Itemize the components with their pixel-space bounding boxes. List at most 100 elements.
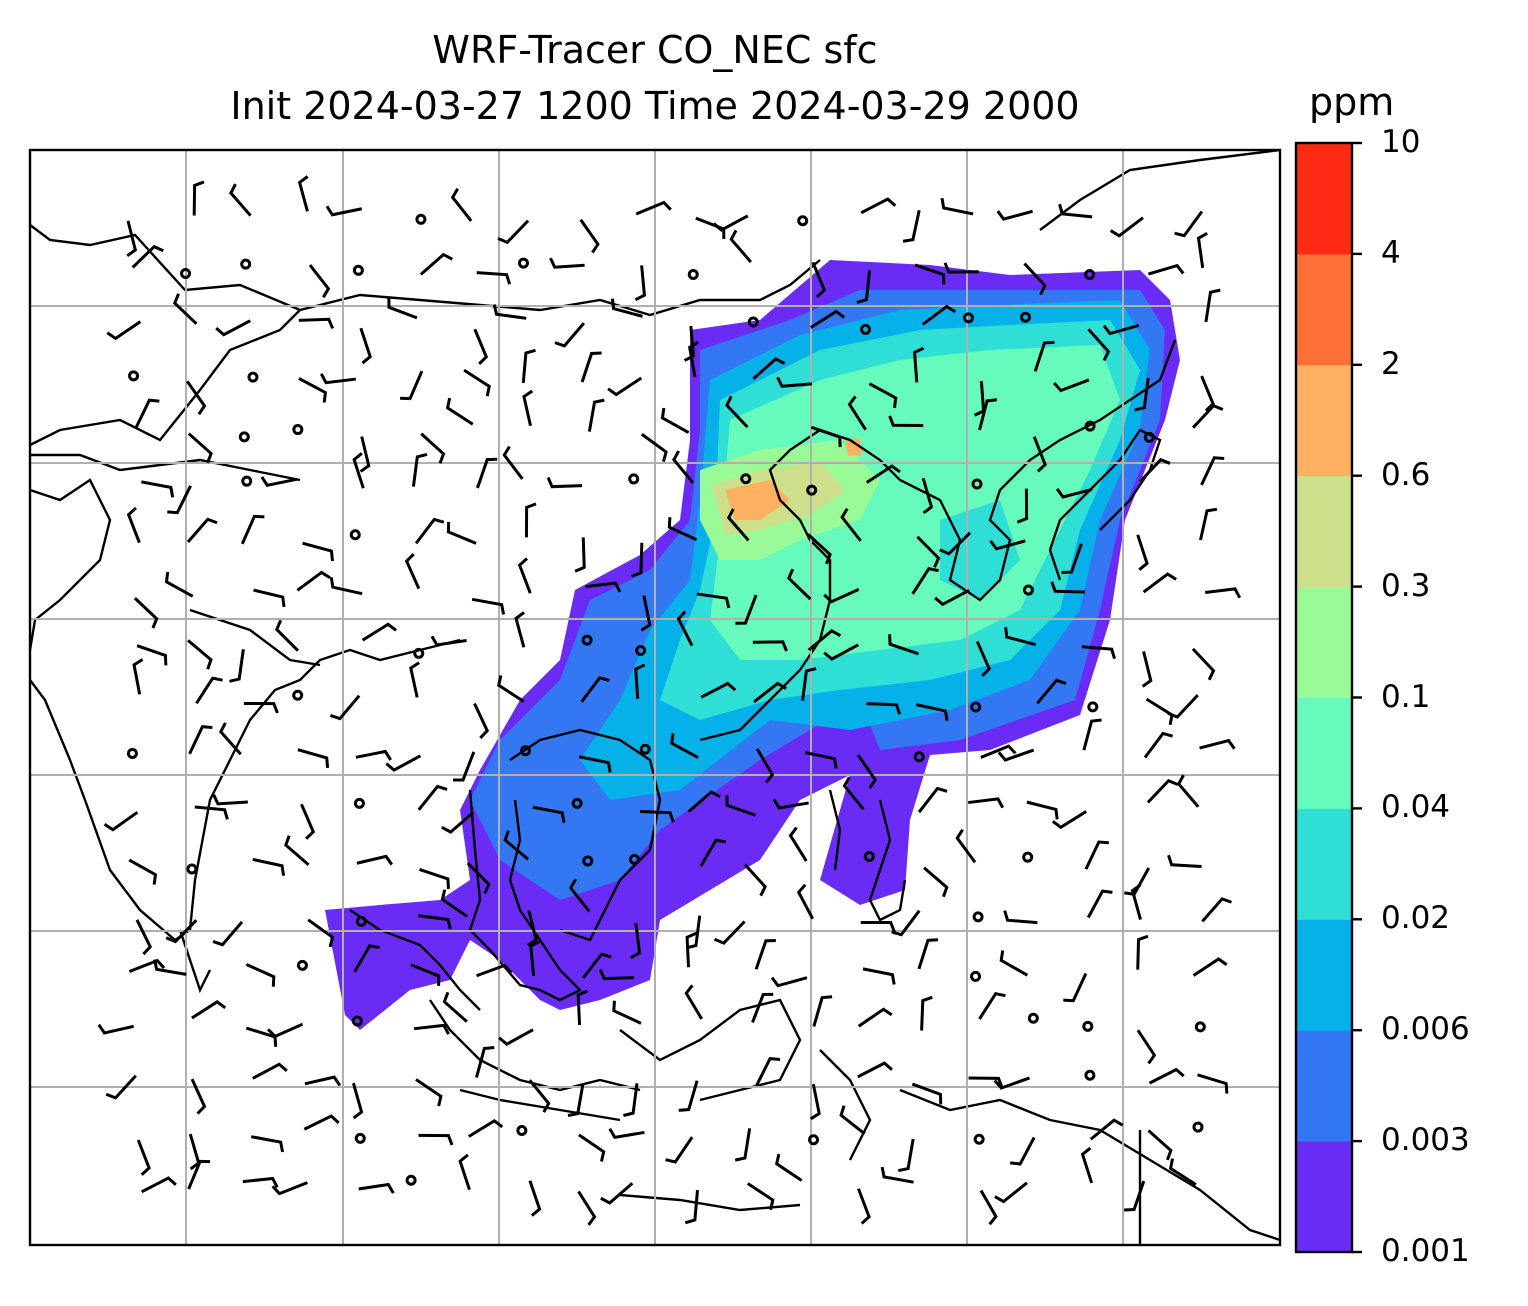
wind-barb [1199, 507, 1218, 541]
wind-barb [580, 351, 602, 383]
wind-barb [856, 754, 878, 789]
wind-barb [352, 452, 365, 489]
calm-wind-marker [126, 747, 138, 759]
wind-barb [187, 1159, 211, 1190]
wind-barb [610, 298, 643, 318]
wind-barb [755, 748, 775, 784]
wind-barb [860, 197, 897, 215]
wind-barb [476, 963, 513, 978]
calm-wind-marker [351, 1015, 363, 1027]
calm-wind-marker [180, 267, 192, 279]
wind-barb [165, 919, 198, 944]
wind-barb [195, 676, 223, 705]
wind-barb [857, 1061, 893, 1079]
wind-barb [411, 452, 428, 487]
wind-barb [212, 794, 248, 806]
wind-barb [240, 514, 265, 545]
wind-barb [665, 1136, 694, 1164]
wind-barb [684, 984, 704, 1020]
calm-wind-marker [571, 797, 583, 809]
wind-barb [497, 675, 525, 703]
wind-barb [980, 744, 1017, 759]
wind-barb [105, 1074, 137, 1100]
wind-barb [252, 1062, 288, 1080]
wind-barb [608, 1127, 645, 1139]
wind-barb [568, 878, 591, 913]
wind-barb [810, 425, 842, 448]
wind-barb [1147, 1129, 1173, 1161]
wind-barb [696, 592, 731, 609]
wind-barb [598, 968, 635, 981]
wind-barb [713, 920, 746, 945]
wind-barb [917, 786, 948, 814]
calm-wind-marker [415, 213, 427, 225]
wind-barb [358, 1182, 395, 1194]
wind-barb [1053, 378, 1090, 393]
wind-barb [418, 1133, 454, 1146]
calm-wind-marker [913, 751, 925, 763]
wind-barb [726, 508, 750, 542]
wind-barb [753, 681, 787, 704]
colorbar-tick-label: 0.3 [1381, 567, 1431, 604]
wind-barb [190, 1078, 207, 1115]
calm-wind-marker [1022, 584, 1034, 596]
wind-barb [866, 702, 902, 715]
wind-barb [404, 553, 421, 590]
wind-barb [253, 588, 286, 608]
calm-wind-marker [1143, 431, 1155, 443]
wind-barb [804, 751, 838, 769]
wind-barb [325, 205, 363, 217]
colorbar-tick-label: 0.006 [1381, 1011, 1470, 1048]
calm-wind-marker [1020, 311, 1032, 323]
wind-barb [688, 340, 699, 378]
wind-barb [1145, 697, 1174, 726]
calm-wind-marker [354, 1132, 366, 1144]
wind-barb [297, 175, 309, 212]
calm-wind-marker [963, 312, 975, 324]
wind-barb [898, 1138, 915, 1173]
colorbar-swatch [1296, 586, 1352, 698]
wind-barb [308, 264, 331, 299]
wind-barb [923, 866, 949, 898]
wind-barb [188, 1133, 201, 1171]
wind-barb [136, 644, 168, 666]
wind-barb [809, 1083, 821, 1121]
wind-barb [359, 327, 372, 365]
calm-wind-marker [405, 1174, 417, 1186]
wind-barb [133, 597, 159, 629]
wind-barb [243, 701, 279, 714]
wind-barb [194, 805, 229, 820]
wind-barb [868, 382, 898, 409]
wind-barb [978, 992, 1006, 1020]
wind-barb [823, 588, 860, 604]
wind-barb [612, 1000, 642, 1025]
wind-barb [1023, 262, 1047, 296]
wind-barb [787, 568, 812, 601]
wind-barb [567, 1083, 585, 1118]
wind-barb [430, 635, 467, 647]
wind-barb [1080, 1146, 1094, 1184]
wind-barb [329, 577, 363, 596]
wind-barbs [97, 175, 1242, 1226]
wind-barb [1167, 854, 1202, 869]
wind-barb [97, 1023, 134, 1035]
wind-barb [839, 1105, 866, 1136]
wind-barb [847, 395, 867, 431]
wind-barb [492, 304, 527, 320]
wind-barb [979, 1189, 998, 1226]
wind-barb [1089, 1118, 1124, 1141]
wind-barb [683, 325, 696, 362]
wind-barb [989, 539, 1026, 551]
wind-barb [635, 200, 672, 216]
colorbar-swatch [1296, 475, 1352, 588]
calm-wind-marker [971, 478, 983, 490]
wind-barb [640, 595, 652, 632]
colorbar-swatch [1296, 364, 1352, 477]
wind-barb [1003, 910, 1038, 925]
wind-barb [1061, 543, 1083, 574]
calm-wind-marker [1027, 1012, 1039, 1024]
wind-barb [185, 380, 207, 416]
wind-barb [1081, 645, 1116, 660]
wind-barb [503, 830, 530, 861]
